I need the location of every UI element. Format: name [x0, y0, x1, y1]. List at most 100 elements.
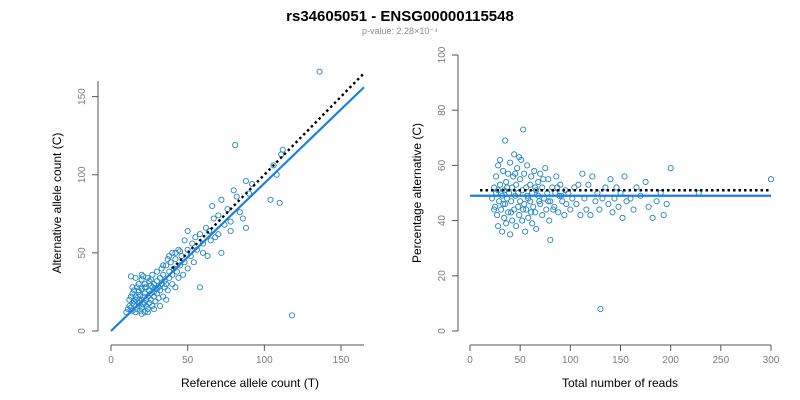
right-data-point [513, 223, 520, 230]
right-data-point [546, 217, 553, 224]
left-data-point [203, 224, 210, 231]
right-data-point [521, 170, 528, 177]
right-data-point [621, 173, 628, 180]
right-y-tick-label: 100 [437, 46, 448, 63]
left-data-point [135, 281, 142, 288]
right-data-point [502, 137, 509, 144]
left-data-point [127, 293, 134, 300]
left-data-point [236, 209, 243, 216]
left-data-point [157, 287, 164, 294]
right-data-point [493, 173, 500, 180]
left-data-point [163, 296, 170, 303]
right-data-point [515, 203, 522, 210]
right-data-point [523, 206, 530, 213]
right-data-point [492, 203, 499, 210]
right-data-point [529, 220, 536, 227]
right-data-point [516, 212, 523, 219]
right-data-point [531, 167, 538, 174]
left-data-point [157, 302, 164, 310]
right-data-point [543, 206, 550, 213]
right-data-point [502, 200, 509, 208]
left-data-point [218, 196, 225, 203]
left-data-point [207, 237, 214, 244]
right-data-point [653, 198, 660, 205]
right-data-point [615, 203, 622, 210]
left-data-point [146, 299, 153, 306]
right-data-point [613, 184, 620, 191]
right-data-point [494, 212, 501, 219]
left-data-point [147, 276, 154, 283]
right-data-point [663, 200, 670, 208]
right-data-point [500, 200, 507, 208]
right-data-point [514, 165, 521, 172]
left-data-point [152, 298, 159, 305]
right-data-point [516, 154, 523, 161]
left-data-point [218, 249, 225, 256]
left-data-point [227, 227, 234, 235]
right-y-axis-label: Percentage alternative (C) [410, 123, 424, 263]
right-x-tick-label: 200 [662, 355, 679, 366]
right-data-point [517, 176, 524, 183]
right-data-point [525, 214, 532, 221]
right-data-point [513, 181, 520, 188]
right-y-tick-label: 60 [437, 159, 448, 171]
right-data-point [573, 200, 580, 208]
left-data-point [164, 256, 171, 263]
left-data-point [279, 146, 286, 153]
left-data-point [210, 215, 217, 222]
right-data-point [495, 187, 502, 194]
left-data-point [160, 271, 167, 278]
left-data-point [196, 231, 203, 238]
left-data-point [173, 268, 180, 275]
right-data-point [533, 225, 540, 232]
left-data-point [161, 284, 168, 291]
right-data-point [592, 198, 599, 205]
left-reference-line [171, 72, 365, 270]
right-data-point [491, 184, 498, 191]
left-data-point [132, 274, 139, 281]
left-data-point [150, 306, 157, 313]
left-data-point [138, 276, 145, 283]
right-data-point [521, 200, 528, 208]
right-y-tick-label: 40 [437, 215, 448, 227]
right-data-point [503, 178, 510, 186]
left-data-point [169, 249, 176, 256]
left-data-point [166, 252, 173, 260]
right-data-point [579, 170, 586, 177]
right-data-point [596, 206, 603, 213]
left-data-point [163, 262, 170, 269]
right-data-point [536, 198, 543, 205]
right-x-tick-label: 100 [562, 355, 579, 366]
right-data-point [587, 212, 594, 219]
right-y-tick-label: 0 [437, 328, 448, 334]
right-data-point [619, 214, 626, 221]
right-data-point [495, 223, 502, 230]
right-data-point [555, 209, 562, 216]
left-data-point [180, 271, 187, 278]
left-data-point [172, 284, 179, 291]
chart-subtitle: p-value: 2.28×10⁻⁴ [362, 26, 438, 36]
left-data-point [232, 142, 239, 149]
left-data-point [190, 259, 197, 266]
right-data-point [496, 198, 503, 205]
left-data-point [172, 249, 179, 256]
right-data-point [642, 178, 649, 186]
left-data-point [209, 202, 216, 210]
right-data-point [550, 206, 557, 213]
left-data-point [129, 299, 136, 306]
right-data-point [519, 217, 526, 224]
right-data-point [507, 159, 514, 166]
left-scatter-panel: 0 50 100 150 0 50 100 150 Reference allele cou… [50, 68, 365, 390]
left-data-point [233, 193, 240, 200]
right-x-tick-label: 0 [467, 355, 473, 366]
left-data-point [242, 224, 249, 231]
left-data-point [157, 274, 164, 281]
right-data-point [545, 198, 552, 205]
left-data-point [153, 268, 161, 275]
right-data-point [605, 200, 612, 208]
left-data-point [147, 282, 154, 289]
left-data-point [141, 281, 148, 288]
right-data-point [607, 176, 614, 183]
right-data-point [589, 173, 596, 180]
right-data-point [583, 206, 590, 213]
